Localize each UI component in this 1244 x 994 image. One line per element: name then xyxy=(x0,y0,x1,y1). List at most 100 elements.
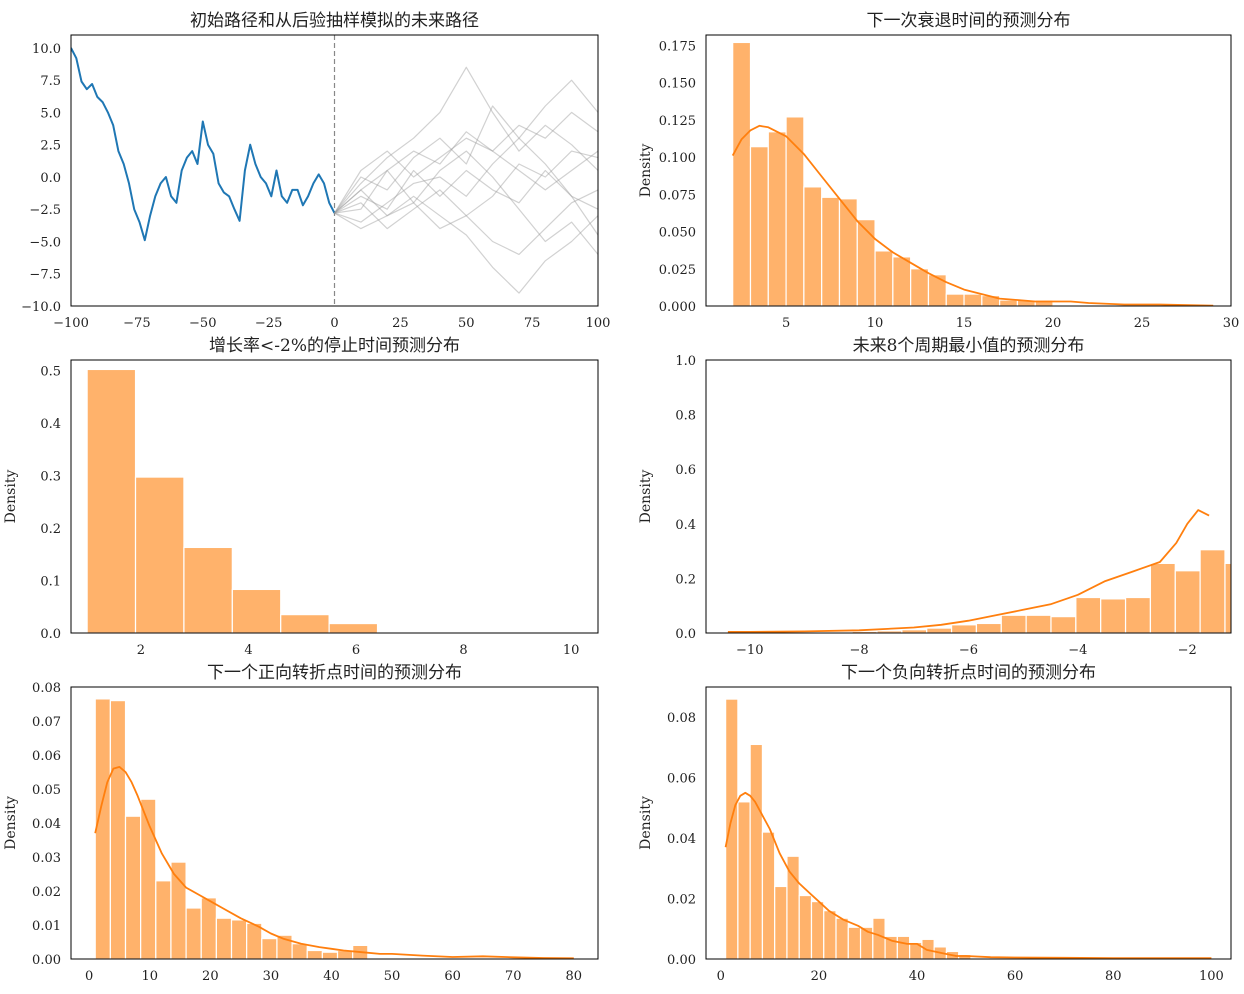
chart-title: 初始路径和从后验抽样模拟的未来路径 xyxy=(190,11,479,31)
y-tick-label: 0.8 xyxy=(675,409,696,424)
simulated-path-line-3 xyxy=(334,66,598,214)
hist-bar xyxy=(291,943,308,959)
hist-bar xyxy=(847,926,862,959)
panel-paths: −100 −75 −50 −25 0 25 50 75 100 −10.0 −7.5 −5.0 −2.5… xyxy=(21,11,610,331)
hist-bar xyxy=(1149,562,1176,633)
hist-bar xyxy=(185,907,202,959)
y-tick-label: 0.2 xyxy=(675,572,696,587)
x-tick-label: 100 xyxy=(1199,969,1224,984)
y-tick-label: 0.08 xyxy=(32,681,61,696)
y-tick-label: 0.0 xyxy=(675,627,696,642)
y-axis-label: Density xyxy=(3,470,19,524)
x-tick-label: 2 xyxy=(137,643,145,658)
hist-bar xyxy=(823,910,837,959)
panel-recession: 5 10 15 20 25 30 0.000 0.025 0.050 0.075 0.100 0.12… xyxy=(638,11,1239,331)
hist-bar xyxy=(231,588,282,633)
hist-bar xyxy=(246,922,263,959)
x-tick-label: −25 xyxy=(255,316,282,331)
x-tick-label: 8 xyxy=(459,643,467,658)
plot-area xyxy=(86,368,427,633)
hist-bar xyxy=(376,631,427,633)
hist-bar xyxy=(94,698,111,959)
simulated-path-line-7 xyxy=(334,169,598,236)
y-tick-label: 0.4 xyxy=(40,417,61,432)
x-tick-label: −50 xyxy=(189,316,216,331)
y-tick-label: 0.06 xyxy=(32,749,61,764)
y-tick-label: −5.0 xyxy=(29,235,61,250)
y-axis-label: Density xyxy=(638,796,654,850)
plot-area xyxy=(727,509,1231,633)
x-tick-label: 20 xyxy=(811,969,828,984)
y-tick-label: 0.07 xyxy=(32,715,61,730)
chart-title: 增长率<-2%的停止时间预测分布 xyxy=(209,336,460,356)
axes-frame xyxy=(705,686,1232,960)
y-tick-label: 0.4 xyxy=(675,518,696,533)
y-tick-label: −10.0 xyxy=(21,300,61,315)
y-tick-label: 0.00 xyxy=(667,953,696,968)
x-tick-label: −4 xyxy=(1068,643,1087,658)
panel-stop: 2 4 6 8 10 0.0 0.1 0.2 0.3 0.4 0.5 增长率<-2%的停止时间预测分布… xyxy=(3,336,599,658)
x-tick-label: 0 xyxy=(717,969,725,984)
hist-bar xyxy=(1025,614,1052,633)
axes-frame xyxy=(705,359,1232,634)
hist-bar xyxy=(950,624,978,633)
x-tick-label: 10 xyxy=(141,969,158,984)
x-tick-label: 100 xyxy=(586,316,611,331)
hist-bar xyxy=(798,894,813,959)
x-tick-label: 20 xyxy=(202,969,219,984)
plot-area xyxy=(71,35,598,306)
hist-bar xyxy=(874,250,894,306)
kde-line xyxy=(727,509,1210,633)
x-tick-label: 30 xyxy=(263,969,280,984)
y-tick-label: 0.6 xyxy=(675,463,696,478)
hist-bar xyxy=(963,293,983,306)
x-tick-label: 75 xyxy=(524,316,541,331)
hist-bar xyxy=(1050,616,1077,633)
hist-bar xyxy=(230,919,248,959)
plot-area xyxy=(94,698,574,959)
x-tick-label: 50 xyxy=(384,969,401,984)
hist-bar xyxy=(896,935,911,959)
hist-bar xyxy=(140,798,157,959)
x-tick-label: 20 xyxy=(1045,316,1062,331)
y-tick-label: 0.125 xyxy=(659,114,696,129)
y-tick-label: 0.5 xyxy=(40,365,61,380)
hist-bar xyxy=(975,622,1002,633)
y-tick-label: 0.04 xyxy=(667,832,696,847)
hist-bar xyxy=(134,476,185,633)
simulated-path-line-9 xyxy=(334,150,598,230)
y-tick-label: 0.0 xyxy=(40,627,61,642)
x-tick-label: 15 xyxy=(956,316,973,331)
axes-frame xyxy=(70,359,599,634)
simulated-path-line-1 xyxy=(334,111,598,214)
x-tick-label: 30 xyxy=(1223,316,1240,331)
y-tick-label: 0.000 xyxy=(659,300,696,315)
axes-frame xyxy=(70,686,599,960)
kde-line xyxy=(731,124,1214,306)
hist-bar xyxy=(1199,549,1226,633)
y-tick-label: 0.06 xyxy=(667,772,696,787)
x-tick-label: 0 xyxy=(330,316,338,331)
hist-bar xyxy=(821,196,841,306)
hist-bar xyxy=(927,274,947,306)
y-tick-label: 0.050 xyxy=(659,226,696,241)
y-tick-label: 0.01 xyxy=(32,919,61,934)
hist-bar xyxy=(725,698,739,959)
plot-area xyxy=(731,41,1214,306)
hist-bar xyxy=(124,815,142,959)
hist-bar xyxy=(280,614,330,633)
y-tick-label: 0.025 xyxy=(659,263,696,278)
hist-bar xyxy=(803,186,823,306)
y-tick-label: 0.100 xyxy=(659,151,696,166)
y-tick-label: −2.5 xyxy=(29,203,61,218)
hist-bar xyxy=(810,900,825,959)
y-tick-label: 0.150 xyxy=(659,77,696,92)
hist-bar xyxy=(1124,596,1152,633)
x-tick-label: −8 xyxy=(850,643,869,658)
kde-line xyxy=(724,791,1212,959)
hist-bar xyxy=(215,917,233,959)
hist-bar xyxy=(761,831,776,959)
x-tick-label: 4 xyxy=(244,643,252,658)
y-tick-label: 10.0 xyxy=(32,42,61,57)
hist-bar xyxy=(200,897,217,959)
